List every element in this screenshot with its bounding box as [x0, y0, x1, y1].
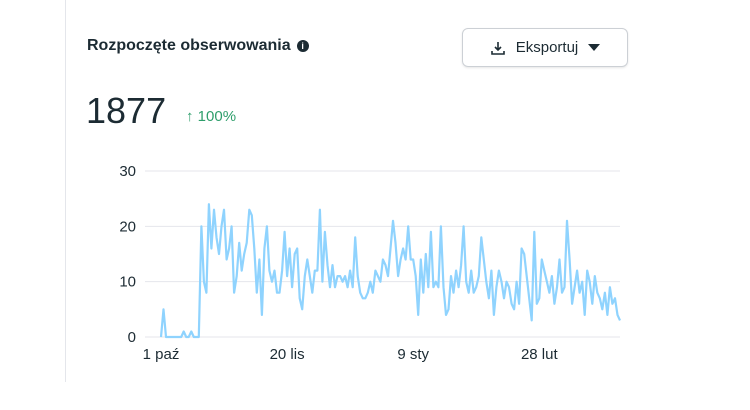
- x-tick-label: 20 lis: [270, 346, 305, 363]
- y-tick-label: 10: [119, 274, 136, 291]
- export-button[interactable]: Eksportuj: [462, 28, 628, 67]
- change-indicator: ↑ 100%: [186, 108, 236, 125]
- total-value: 1877: [86, 90, 167, 131]
- caret-down-icon: [588, 43, 601, 51]
- change-value: 100%: [197, 108, 237, 125]
- x-tick-label: 1 paź: [143, 346, 180, 363]
- card-title: Rozpoczęte obserwowania i: [87, 37, 309, 55]
- download-icon: [490, 41, 505, 55]
- x-tick-label: 9 sty: [397, 346, 429, 363]
- export-label: Eksportuj: [515, 39, 579, 56]
- y-tick-label: 30: [119, 163, 136, 180]
- y-tick-label: 20: [119, 218, 136, 235]
- divider: [65, 0, 66, 382]
- info-icon[interactable]: i: [296, 40, 309, 52]
- x-tick-label: 28 lut: [521, 346, 559, 363]
- y-tick-label: 0: [128, 329, 136, 346]
- title-text: Rozpoczęte obserwowania: [87, 37, 291, 54]
- arrow-up-icon: ↑: [186, 108, 194, 125]
- series-line: [159, 203, 622, 339]
